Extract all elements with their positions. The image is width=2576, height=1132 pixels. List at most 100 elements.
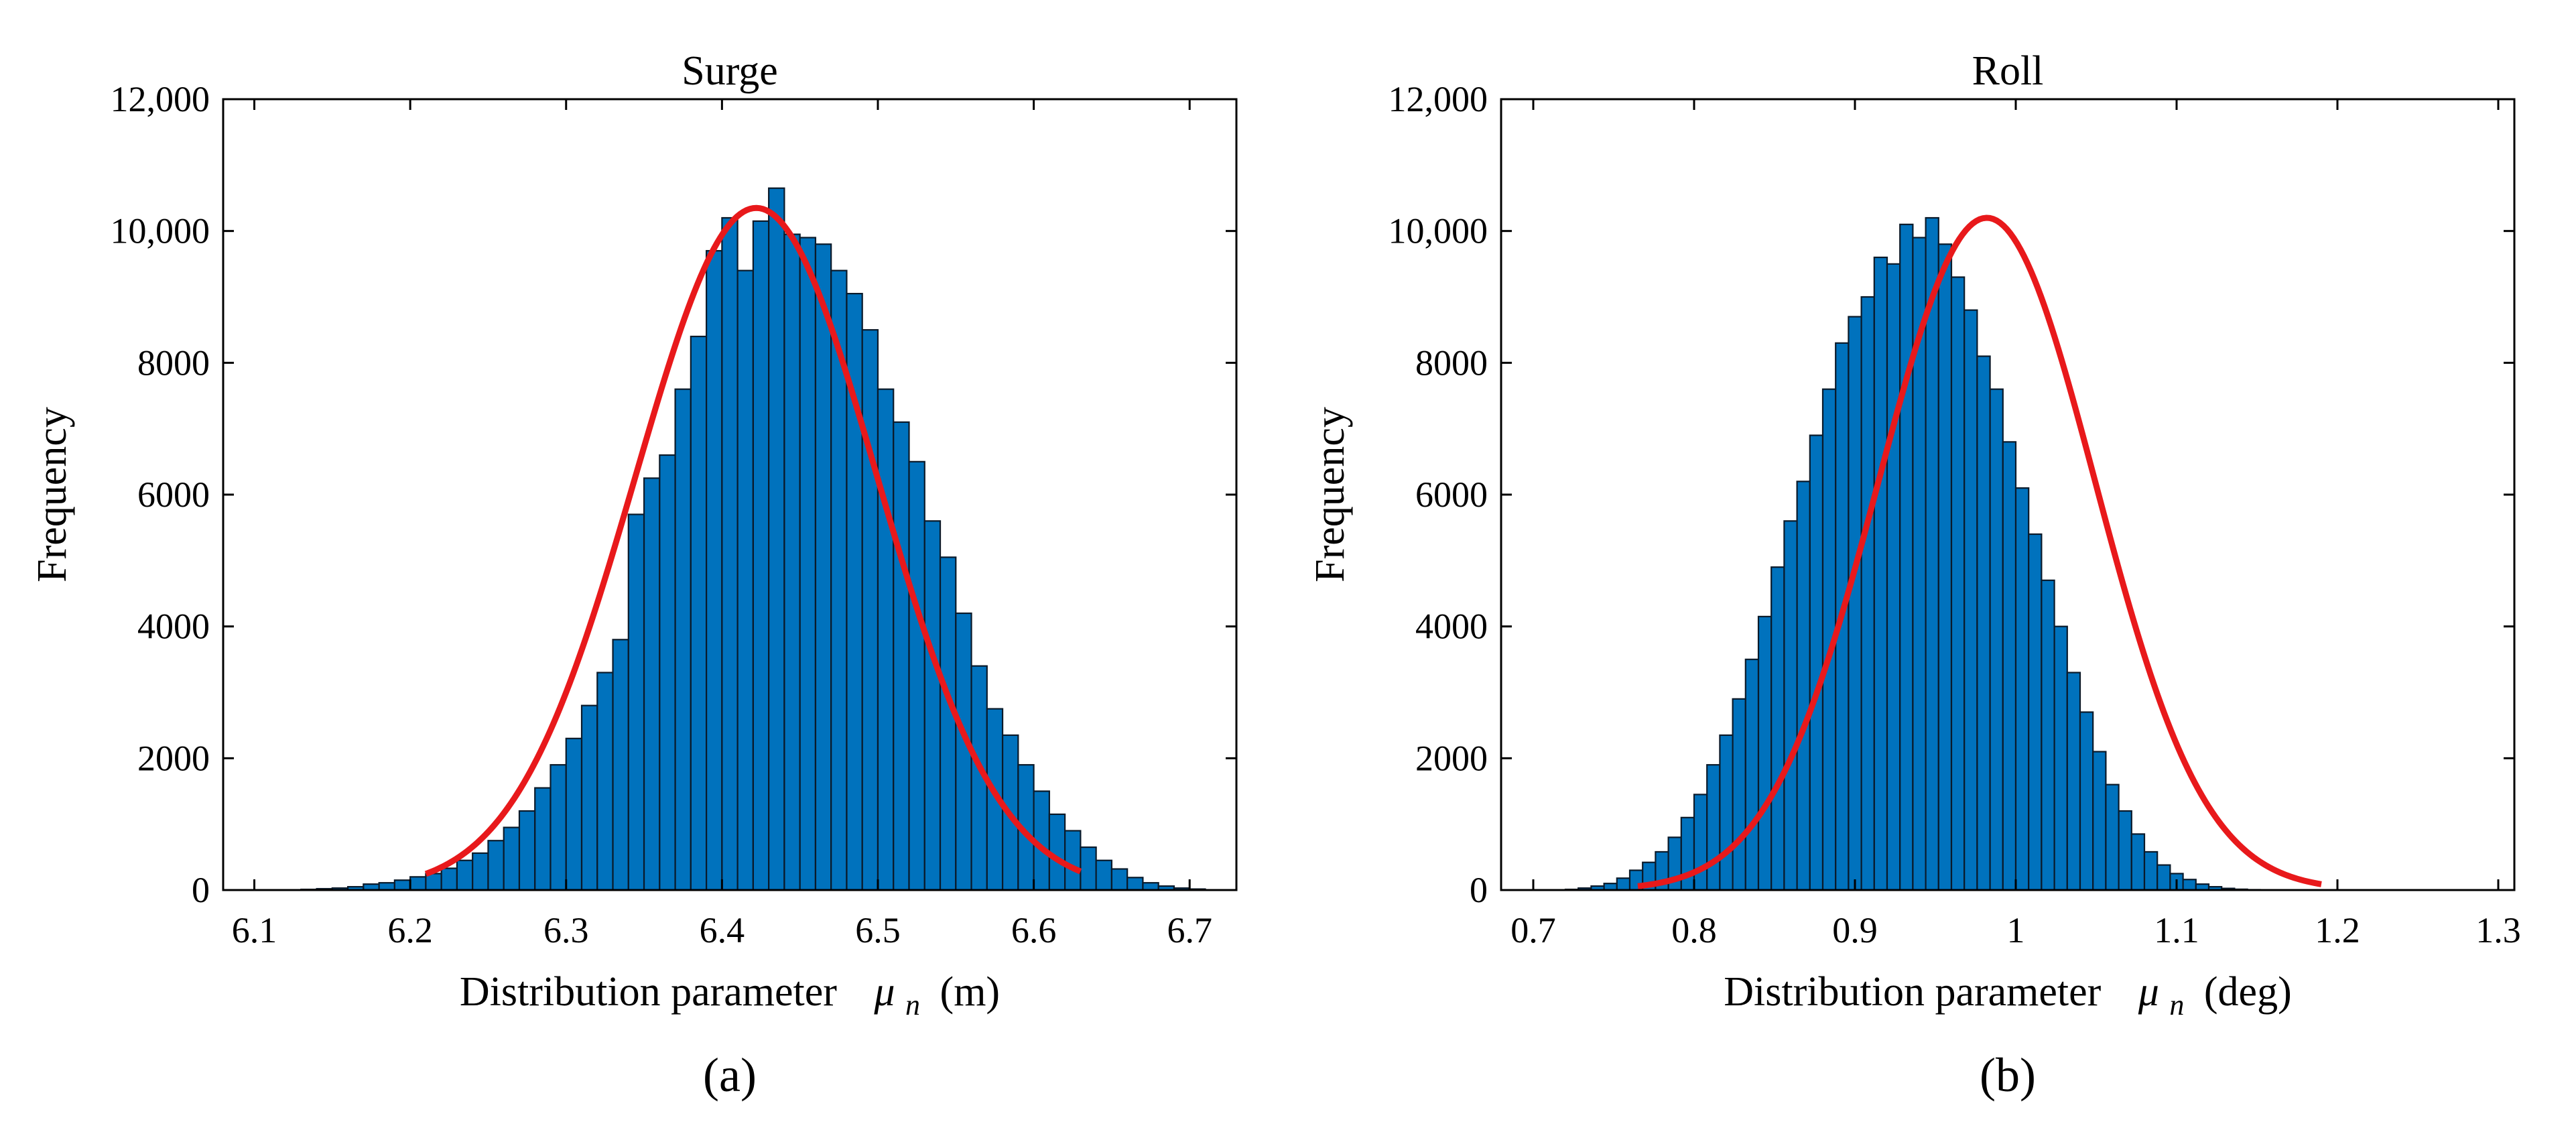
histogram-bar: [534, 787, 552, 891]
chart-title: Surge: [682, 48, 778, 94]
histogram-bar: [1783, 520, 1798, 891]
y-tick-label: 0: [192, 870, 210, 910]
histogram-bar: [2156, 864, 2171, 891]
histogram-bar: [1693, 794, 1708, 891]
histogram-bar: [1848, 316, 1862, 891]
histogram-bar: [1706, 764, 1721, 891]
histogram-bar: [1809, 434, 1824, 891]
x-axis-label-text: Distribution parameter: [1724, 969, 2101, 1015]
x-axis-label: Distribution parameter μ n (deg): [1724, 969, 2291, 1024]
histogram-bar: [1770, 566, 1785, 891]
histogram-bar: [2105, 783, 2120, 891]
histogram-bar: [2053, 625, 2068, 891]
x-tick-label: 6.6: [1011, 910, 1057, 950]
histogram-bar: [409, 876, 427, 891]
y-axis-label: Frequency: [29, 407, 75, 582]
histogram-bar: [393, 879, 411, 891]
histogram-bar: [2118, 810, 2132, 891]
histogram-bar: [1989, 388, 2004, 891]
histogram-bar: [1899, 223, 1914, 891]
histogram-bar: [2014, 487, 2030, 891]
axis-ticks: 6.1 6.2 6.3 6.4 6.5 6.6 6.7 0 2000 4000 6000 8000 10…: [111, 79, 1236, 950]
histogram-bar: [1937, 243, 1953, 891]
x-axis-label-symbol: μ: [873, 969, 895, 1015]
x-tick-label: 0.9: [1832, 910, 1878, 950]
axis-ticks: 0.7 0.8 0.9 1 1.1 1.2 1.3 0 2000 4000 6000 8000 10,0…: [1389, 79, 2521, 950]
y-tick-label: 4000: [137, 607, 210, 647]
histogram-bar: [1126, 877, 1144, 891]
histogram-bar: [627, 513, 645, 891]
histogram-bar: [923, 520, 942, 891]
x-axis-label-text: Distribution parameter: [460, 969, 837, 1015]
histogram-bar: [2092, 751, 2107, 891]
y-tick-label: 8000: [137, 342, 210, 383]
x-tick-label: 6.4: [700, 910, 745, 950]
histogram-bar: [893, 421, 910, 891]
histogram-bar: [1796, 481, 1811, 891]
x-tick-label: 6.7: [1167, 910, 1212, 950]
y-tick-label: 12,000: [1389, 79, 1488, 119]
histogram-bar: [2079, 711, 2094, 891]
histogram-bar: [2066, 672, 2081, 891]
y-tick-label: 2000: [1415, 738, 1488, 778]
x-tick-label: 0.7: [1510, 910, 1556, 950]
normal-fit-curve: [1637, 214, 2322, 889]
histogram-bar: [814, 243, 832, 891]
histogram-bar: [440, 867, 458, 891]
histogram-bar: [456, 859, 474, 891]
x-tick-label: 1.3: [2475, 910, 2521, 950]
histogram-bar: [1719, 734, 1734, 891]
histogram-bar: [659, 454, 676, 891]
x-tick-label: 1.1: [2154, 910, 2199, 950]
histogram-bar: [503, 826, 521, 891]
y-axis-label: Frequency: [1307, 407, 1353, 582]
histogram-bar: [690, 335, 708, 891]
x-axis-label-unit: (deg): [2204, 969, 2292, 1015]
x-tick-label: 6.3: [543, 910, 589, 950]
x-axis-label-subscript: n: [905, 989, 920, 1021]
histogram-bar: [1080, 846, 1097, 891]
histogram-bar: [1950, 276, 1966, 891]
y-tick-label: 2000: [137, 738, 210, 778]
x-axis-label-unit: (m): [940, 969, 1001, 1015]
y-tick-label: 0: [1470, 870, 1488, 910]
chart-title: Roll: [1972, 48, 2044, 94]
histogram-bar: [1064, 830, 1082, 891]
histogram-bar: [565, 737, 583, 891]
histogram-bar: [939, 556, 957, 891]
x-tick-label: 1: [2007, 910, 2025, 950]
histogram-bar: [908, 460, 925, 891]
histogram-bar: [596, 672, 614, 891]
x-axis-label-symbol: μ: [2138, 969, 2159, 1015]
bars: [1564, 216, 2261, 891]
histogram-bar: [2182, 879, 2197, 891]
bars: [300, 187, 1206, 891]
histogram-bar: [2028, 533, 2043, 891]
histogram-bar: [674, 388, 692, 891]
histogram-bar: [2143, 851, 2159, 891]
y-tick-label: 10,000: [111, 211, 210, 251]
histogram-bar: [472, 852, 489, 891]
y-tick-label: 12,000: [111, 79, 210, 119]
histogram-bar: [1886, 263, 1901, 891]
x-tick-label: 6.1: [232, 910, 277, 950]
y-tick-label: 10,000: [1389, 211, 1488, 251]
histogram-bar: [861, 329, 879, 891]
histogram-bar: [1732, 698, 1746, 891]
histogram-bar: [783, 233, 801, 891]
histogram-bar: [487, 840, 505, 891]
histogram-bar: [1142, 882, 1159, 891]
histogram-bar: [721, 216, 738, 891]
histogram-bar: [2041, 579, 2055, 891]
y-tick-label: 6000: [137, 475, 210, 515]
histogram-bar: [1963, 309, 1978, 891]
chart-surge: Surge 6.1 6.2 6.3 6.4 6.5 6.6 6.7 0 2000 4000 6000…: [29, 48, 1238, 1102]
histogram-bar: [643, 477, 661, 891]
x-tick-label: 6.2: [387, 910, 433, 950]
x-tick-label: 6.5: [855, 910, 901, 950]
histogram-bar: [1744, 658, 1760, 891]
histogram-bar: [1757, 615, 1773, 891]
y-tick-label: 4000: [1415, 607, 1488, 647]
histogram-bar: [2130, 833, 2146, 891]
